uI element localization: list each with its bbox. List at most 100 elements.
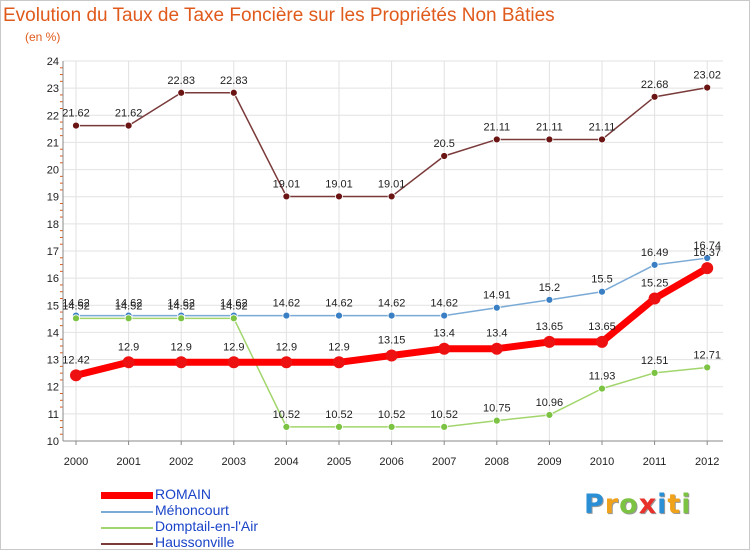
- legend-swatch: [101, 527, 153, 529]
- data-point: [282, 311, 291, 320]
- legend-item: Haussonville: [101, 534, 401, 551]
- data-label: 19.01: [325, 178, 353, 190]
- legend-label: Domptail-en-l'Air: [155, 518, 259, 534]
- chart-title: Evolution du Taux de Taxe Foncière sur l…: [3, 5, 555, 26]
- legend: ROMAIN Méhoncourt Domptail-en-l'Air Hausson…: [101, 486, 401, 551]
- data-point: [492, 416, 501, 425]
- data-point: [280, 356, 293, 369]
- data-label: 13.15: [378, 335, 406, 347]
- data-point: [385, 349, 398, 362]
- x-tick-label: 2010: [590, 456, 614, 468]
- data-label: 14.62: [430, 298, 458, 310]
- logo-letter: o: [619, 489, 639, 520]
- data-label: 12.71: [693, 349, 721, 361]
- data-point: [492, 303, 501, 312]
- data-point: [72, 121, 80, 130]
- y-tick-label: 11: [48, 409, 59, 421]
- data-label: 10.52: [378, 409, 406, 421]
- data-point: [703, 363, 712, 372]
- legend-swatch: [101, 511, 153, 513]
- data-point: [650, 368, 659, 377]
- data-point: [545, 411, 554, 419]
- data-point: [124, 314, 133, 323]
- legend-swatch: [101, 543, 153, 545]
- legend-item: ROMAIN: [101, 486, 401, 503]
- legend-label: ROMAIN: [155, 486, 211, 502]
- x-tick-label: 2003: [222, 456, 246, 468]
- data-point: [387, 422, 396, 431]
- data-label: 11.93: [589, 371, 616, 383]
- x-tick-label: 2009: [537, 456, 561, 468]
- data-point: [545, 135, 554, 144]
- y-tick-label: 23: [47, 83, 59, 95]
- data-point: [490, 342, 503, 355]
- data-label: 15.25: [641, 278, 669, 290]
- data-point: [492, 135, 501, 144]
- x-tick-label: 2000: [64, 456, 88, 468]
- legend-swatch: [101, 492, 153, 499]
- data-point: [122, 356, 135, 369]
- x-tick-label: 2007: [432, 456, 456, 468]
- logo-letter: x: [638, 489, 658, 520]
- proxiti-logo: Proxiti: [584, 489, 692, 520]
- data-label: 10.52: [325, 409, 353, 421]
- data-label: 12.9: [276, 341, 297, 353]
- data-point: [438, 342, 451, 355]
- data-point: [703, 83, 712, 92]
- data-label: 14.62: [62, 298, 90, 310]
- legend-item: Méhoncourt: [101, 502, 401, 519]
- data-label: 13.4: [486, 328, 507, 340]
- y-tick-label: 24: [47, 56, 59, 68]
- y-tick-label: 15: [47, 300, 59, 312]
- data-point: [72, 314, 80, 323]
- data-point: [387, 311, 396, 320]
- y-tick-label: 14: [47, 327, 59, 339]
- data-label: 14.52: [62, 300, 90, 312]
- y-tick-label: 13: [47, 355, 59, 367]
- logo-letter: t: [667, 489, 682, 520]
- y-tick-label: 20: [47, 165, 59, 177]
- logo-letter: i: [657, 489, 668, 520]
- data-label: 14.91: [483, 290, 511, 302]
- data-point: [387, 192, 396, 201]
- x-tick-label: 2002: [169, 456, 193, 468]
- data-point: [227, 356, 240, 369]
- data-label: 16.37: [693, 247, 721, 259]
- grid: [63, 60, 723, 442]
- data-label: 12.51: [641, 355, 669, 367]
- data-point: [333, 356, 345, 369]
- data-label: 22.83: [220, 75, 248, 87]
- x-tick-label: 2005: [327, 456, 351, 468]
- y-tick-label: 18: [47, 219, 59, 231]
- data-point: [335, 311, 343, 320]
- data-label: 22.83: [167, 75, 195, 87]
- data-label: 21.62: [115, 108, 143, 120]
- data-label: 10.75: [483, 403, 511, 415]
- data-point: [440, 422, 449, 431]
- data-point: [335, 192, 343, 201]
- data-label: 20.5: [433, 138, 454, 150]
- x-tick-label: 2011: [643, 456, 667, 468]
- data-label: 14.52: [220, 300, 248, 312]
- data-point: [440, 152, 449, 160]
- data-label: 12.9: [118, 341, 139, 353]
- data-point: [598, 287, 606, 296]
- data-label: 15.2: [539, 282, 560, 294]
- data-point: [70, 369, 82, 382]
- data-label: 14.62: [325, 298, 353, 310]
- data-point: [598, 384, 606, 393]
- data-label: 16.49: [641, 247, 669, 259]
- y-tick-label: 21: [47, 137, 59, 149]
- x-tick-label: 2006: [379, 456, 403, 468]
- data-point: [229, 88, 238, 97]
- data-point: [175, 356, 188, 369]
- unit-label: (en %): [25, 30, 61, 44]
- line-chart: 10 11 12 13 14 15 16 17 18 19 20 21 22 23 24 2000 2001 20…: [47, 56, 723, 468]
- data-label: 22.68: [641, 79, 669, 91]
- data-point: [543, 335, 556, 348]
- y-tick-label: 10: [47, 436, 59, 448]
- x-tick-label: 2001: [116, 456, 140, 468]
- data-point: [703, 254, 712, 262]
- data-label: 19.01: [273, 178, 301, 190]
- data-label: 15.5: [591, 274, 612, 286]
